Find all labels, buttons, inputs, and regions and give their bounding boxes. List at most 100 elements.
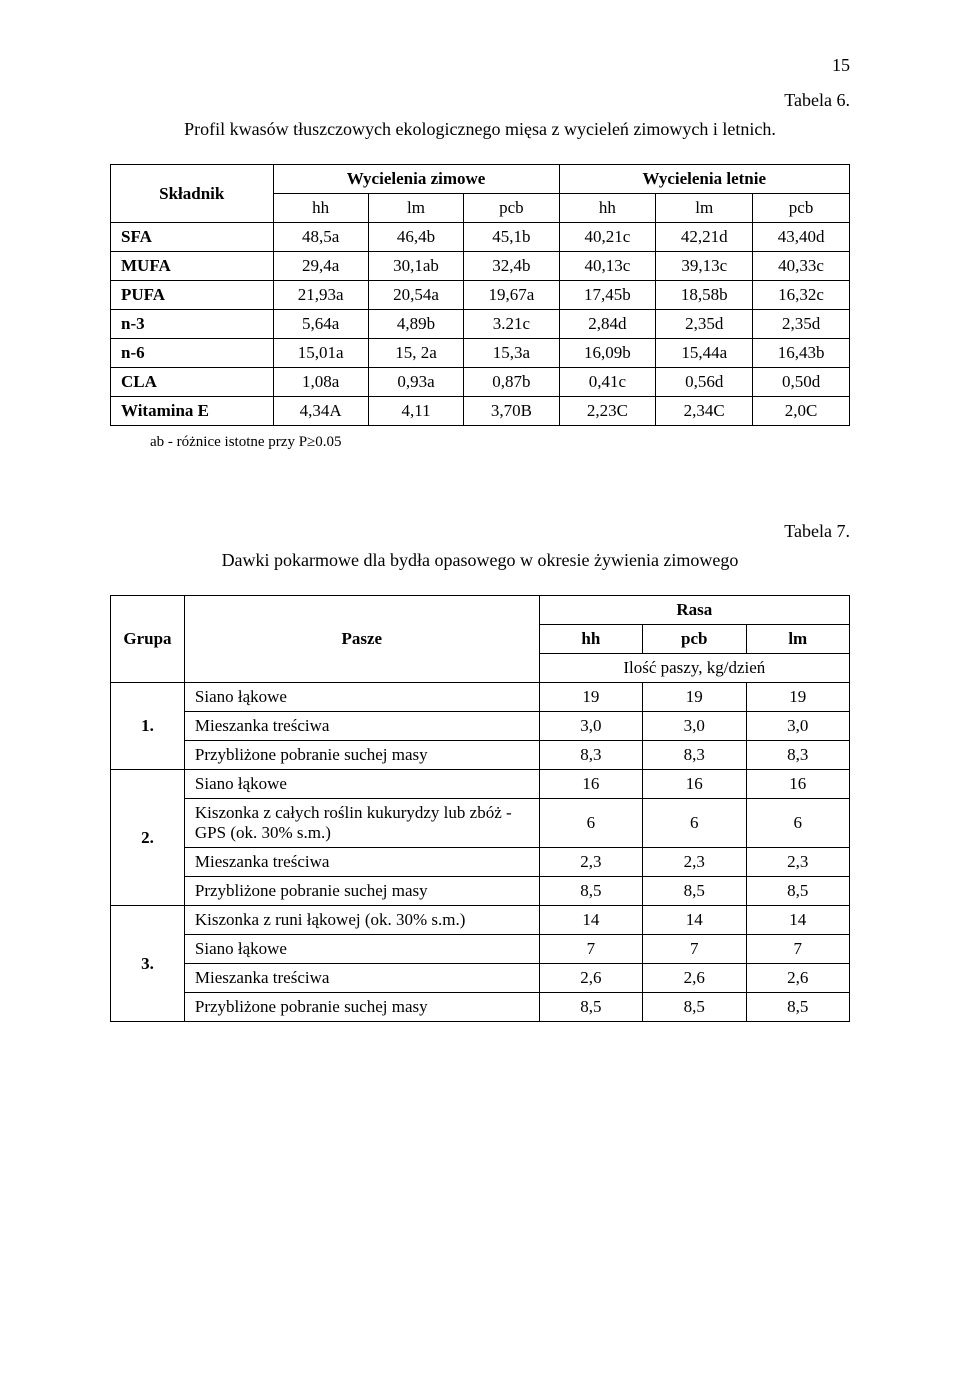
cell: 4,11 [368, 397, 463, 426]
cell: 14 [643, 906, 746, 935]
cell: 2,6 [746, 964, 849, 993]
feed-name: Siano łąkowe [184, 770, 539, 799]
cell: 39,13c [656, 252, 753, 281]
cell: 16 [539, 770, 642, 799]
table-row: Siano łąkowe 7 7 7 [111, 935, 850, 964]
header-composite: Składnik [111, 165, 274, 223]
cell: 48,5a [273, 223, 368, 252]
cell: 4,34A [273, 397, 368, 426]
cell: 8,5 [746, 877, 849, 906]
cell: 2,3 [643, 848, 746, 877]
cell: 8,5 [746, 993, 849, 1022]
cell: 16 [746, 770, 849, 799]
row-label: MUFA [111, 252, 274, 281]
cell: 8,5 [643, 877, 746, 906]
table-row: Grupa Pasze Rasa [111, 596, 850, 625]
header-breed: Rasa [539, 596, 849, 625]
table6: Składnik Wycielenia zimowe Wycielenia le… [110, 164, 850, 426]
cell: 2,0C [753, 397, 850, 426]
group-number: 2. [111, 770, 185, 906]
cell: 7 [643, 935, 746, 964]
table-row: n-3 5,64a 4,89b 3.21c 2,84d 2,35d 2,35d [111, 310, 850, 339]
cell: 1,08a [273, 368, 368, 397]
cell: 8,5 [539, 993, 642, 1022]
cell: 16 [643, 770, 746, 799]
table-row: CLA 1,08a 0,93a 0,87b 0,41c 0,56d 0,50d [111, 368, 850, 397]
header-sub: hh [559, 194, 656, 223]
cell: 2,35d [753, 310, 850, 339]
header-sub: lm [368, 194, 463, 223]
cell: 3,0 [746, 712, 849, 741]
cell: 2,3 [746, 848, 849, 877]
header-sub: pcb [753, 194, 850, 223]
group-number: 3. [111, 906, 185, 1022]
cell: 2,6 [643, 964, 746, 993]
cell: 6 [643, 799, 746, 848]
cell: 2,6 [539, 964, 642, 993]
table6-footnote: ab - różnice istotne przy P≥0.05 [150, 434, 850, 451]
group-number: 1. [111, 683, 185, 770]
cell: 19 [746, 683, 849, 712]
table-row: Kiszonka z całych roślin kukurydzy lub z… [111, 799, 850, 848]
cell: 16,32c [753, 281, 850, 310]
header-sub: lm [746, 625, 849, 654]
cell: 21,93a [273, 281, 368, 310]
cell: 19 [643, 683, 746, 712]
cell: 3,70B [464, 397, 559, 426]
cell: 8,5 [643, 993, 746, 1022]
table-row: SFA 48,5a 46,4b 45,1b 40,21c 42,21d 43,4… [111, 223, 850, 252]
table7-label: Tabela 7. [110, 521, 850, 542]
cell: 14 [746, 906, 849, 935]
table-row: Przybliżone pobranie suchej masy 8,3 8,3… [111, 741, 850, 770]
cell: 42,21d [656, 223, 753, 252]
cell: 20,54a [368, 281, 463, 310]
cell: 5,64a [273, 310, 368, 339]
header-qty: Ilość paszy, kg/dzień [539, 654, 849, 683]
cell: 2,34C [656, 397, 753, 426]
header-group: Grupa [111, 596, 185, 683]
cell: 0,50d [753, 368, 850, 397]
feed-name: Przybliżone pobranie suchej masy [184, 741, 539, 770]
cell: 15,44a [656, 339, 753, 368]
cell: 29,4a [273, 252, 368, 281]
row-label: Witamina E [111, 397, 274, 426]
header-feed: Pasze [184, 596, 539, 683]
table-row: MUFA 29,4a 30,1ab 32,4b 40,13c 39,13c 40… [111, 252, 850, 281]
cell: 45,1b [464, 223, 559, 252]
cell: 3,0 [539, 712, 642, 741]
feed-name: Siano łąkowe [184, 935, 539, 964]
table-row: Mieszanka treściwa 2,3 2,3 2,3 [111, 848, 850, 877]
table-row: PUFA 21,93a 20,54a 19,67a 17,45b 18,58b … [111, 281, 850, 310]
cell: 7 [746, 935, 849, 964]
table-row: Przybliżone pobranie suchej masy 8,5 8,5… [111, 993, 850, 1022]
cell: 14 [539, 906, 642, 935]
cell: 15,01a [273, 339, 368, 368]
header-winter: Wycielenia zimowe [273, 165, 559, 194]
feed-name: Mieszanka treściwa [184, 712, 539, 741]
cell: 6 [539, 799, 642, 848]
cell: 19 [539, 683, 642, 712]
table7-caption: Dawki pokarmowe dla bydła opasowego w ok… [110, 550, 850, 571]
cell: 19,67a [464, 281, 559, 310]
cell: 8,3 [539, 741, 642, 770]
cell: 15, 2a [368, 339, 463, 368]
table-row: Witamina E 4,34A 4,11 3,70B 2,23C 2,34C … [111, 397, 850, 426]
table6-caption: Profil kwasów tłuszczowych ekologicznego… [110, 119, 850, 140]
cell: 7 [539, 935, 642, 964]
cell: 2,35d [656, 310, 753, 339]
feed-name: Przybliżone pobranie suchej masy [184, 993, 539, 1022]
cell: 2,84d [559, 310, 656, 339]
cell: 8,5 [539, 877, 642, 906]
row-label: n-6 [111, 339, 274, 368]
cell: 0,41c [559, 368, 656, 397]
cell: 8,3 [643, 741, 746, 770]
cell: 3.21c [464, 310, 559, 339]
cell: 8,3 [746, 741, 849, 770]
cell: 15,3a [464, 339, 559, 368]
table7: Grupa Pasze Rasa hh pcb lm Ilość paszy, … [110, 595, 850, 1022]
table-row: Przybliżone pobranie suchej masy 8,5 8,5… [111, 877, 850, 906]
table-row: Mieszanka treściwa 3,0 3,0 3,0 [111, 712, 850, 741]
cell: 16,43b [753, 339, 850, 368]
document-page: 15 Tabela 6. Profil kwasów tłuszczowych … [0, 0, 960, 1387]
row-label: SFA [111, 223, 274, 252]
